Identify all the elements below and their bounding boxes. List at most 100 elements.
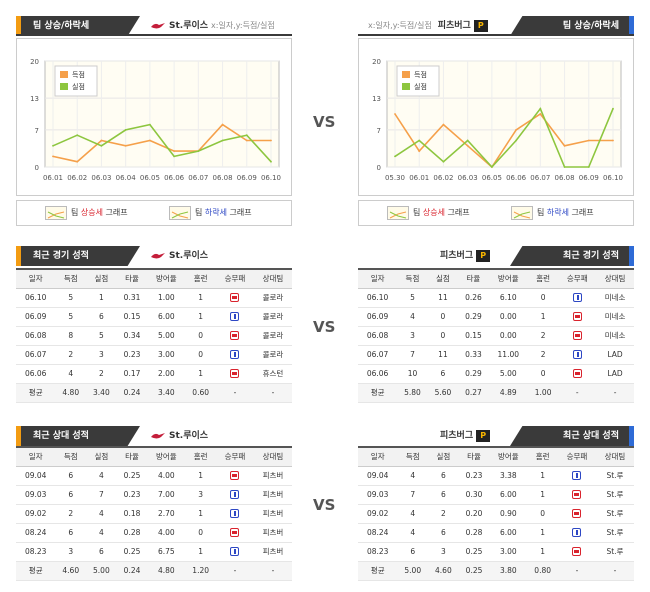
table-cell: 0.28 <box>116 523 148 543</box>
result-cell <box>215 542 254 562</box>
data-point <box>490 166 493 168</box>
table-cell: 0.15 <box>116 307 148 327</box>
column-header: 방어율 <box>488 268 528 289</box>
table-cell: 휴스턴 <box>253 364 292 384</box>
table-row: 06.09 5 6 0.15 6.00 1 콜로라 <box>16 307 292 327</box>
column-header: 타율 <box>458 268 489 289</box>
cardinals-logo-icon <box>151 432 165 438</box>
average-row: 평균 5.80 5.60 0.27 4.89 1.00- - <box>358 383 634 403</box>
table-cell: 5.00 <box>488 364 528 384</box>
table-cell: 0.18 <box>116 504 148 524</box>
column-header: 홈런 <box>185 446 216 467</box>
table-cell: 1 <box>527 307 559 327</box>
result-cell <box>558 326 597 346</box>
table-cell: St.루 <box>595 504 634 524</box>
legend-label: 득점 <box>72 71 85 79</box>
data-point <box>100 144 103 147</box>
data-point <box>76 134 79 137</box>
stl-trend-legend: 팀 상승세 그래프 팀 하락세 그래프 <box>16 200 292 226</box>
stl-team-name: St.루이스 <box>169 431 209 441</box>
table-cell: 0 <box>185 523 216 543</box>
table-row: 08.24 4 6 0.28 6.00 1 St.루 <box>358 523 634 543</box>
y-tick-label: 0 <box>35 164 39 172</box>
x-tick-label: 06.09 <box>237 174 257 182</box>
data-point <box>466 144 469 147</box>
y-tick-label: 7 <box>377 127 381 135</box>
pit-recent-table: 일자 득점 실점 타율 방어율 홈런 승무패 상대팀 06.10 5 11 0.26 6.10 0 미네소 0… <box>358 268 634 403</box>
table-cell: 0.23 <box>458 466 490 486</box>
data-point <box>466 139 469 142</box>
table-cell: 06.09 <box>16 307 56 327</box>
table-row: 08.24 6 4 0.28 4.00 0 피츠버 <box>16 523 292 543</box>
result-cell <box>557 485 596 505</box>
table-cell: 4 <box>86 466 117 486</box>
table-cell: 4.80 <box>147 561 186 581</box>
table-row: 06.06 4 2 0.17 2.00 1 휴스턴 <box>16 364 292 384</box>
legend-swatch <box>60 71 68 78</box>
table-cell: 미네소 <box>596 307 634 327</box>
series-line-score <box>394 112 613 169</box>
table-cell: 08.23 <box>358 542 398 562</box>
table-cell: - <box>215 383 254 403</box>
table-cell: 0.20 <box>458 504 490 524</box>
table-cell: 1 <box>185 504 216 524</box>
table-cell: 2.00 <box>147 364 186 384</box>
x-tick-label: 06.01 <box>43 174 63 182</box>
table-cell: 0 <box>527 364 559 384</box>
win-badge-icon <box>572 331 582 341</box>
fall-legend: 팀 하락세 그래프 <box>511 201 594 225</box>
table-cell: 0.30 <box>458 485 490 505</box>
column-header: 승무패 <box>558 268 597 289</box>
loss-badge-icon <box>572 471 582 481</box>
rise-graph-icon <box>387 205 409 220</box>
table-cell: 3.00 <box>489 542 528 562</box>
data-point <box>221 123 224 126</box>
table-cell: 7 <box>397 485 429 505</box>
y-tick-label: 0 <box>377 164 381 172</box>
table-cell: St.루 <box>595 523 634 543</box>
table-row: 06.06 10 6 0.29 5.00 0 LAD <box>358 364 634 384</box>
table-cell: 6 <box>55 466 87 486</box>
table-row: 06.08 8 5 0.34 5.00 0 콜로라 <box>16 326 292 346</box>
fall-legend: 팀 하락세 그래프 <box>169 201 252 225</box>
table-cell: 2.70 <box>147 504 186 524</box>
table-row: 06.08 3 0 0.15 0.00 2 미네소 <box>358 326 634 346</box>
y-tick-label: 13 <box>372 95 381 103</box>
loss-badge-icon <box>230 547 240 557</box>
table-cell: 미네소 <box>596 288 634 308</box>
rise-legend: 팀 상승세 그래프 <box>45 201 128 225</box>
table-row: 09.03 6 7 0.23 7.00 3 피츠버 <box>16 485 292 505</box>
table-cell: - <box>558 383 597 403</box>
pirates-logo-icon: P <box>476 249 491 262</box>
column-header: 방어율 <box>489 446 528 467</box>
x-tick-label: 06.05 <box>140 174 160 182</box>
table-cell: 5 <box>55 288 87 308</box>
table-cell: 1 <box>185 466 216 486</box>
table-cell: 3 <box>55 542 87 562</box>
data-point <box>148 123 151 126</box>
table-cell: St.루 <box>595 466 634 486</box>
column-header: 일자 <box>358 268 398 289</box>
table-row: 09.04 4 6 0.23 3.38 1 St.루 <box>358 466 634 486</box>
table-cell: 6 <box>55 523 87 543</box>
column-header: 상대팀 <box>253 268 292 289</box>
table-cell: 06.10 <box>16 288 56 308</box>
column-header: 홈런 <box>185 268 216 289</box>
table-cell: 2 <box>86 364 117 384</box>
data-point <box>515 139 518 142</box>
table-cell: 6.00 <box>147 307 186 327</box>
table-cell: 3 <box>185 485 216 505</box>
pit-trend-chart: 0 7 13 20 05.30 06.01 06.02 06.03 06.05 06.06 06.0… <box>358 38 634 196</box>
data-point <box>124 129 127 131</box>
loss-badge-icon <box>572 350 582 360</box>
x-tick-label: 06.08 <box>555 174 575 182</box>
table-cell: 2 <box>428 504 459 524</box>
result-cell <box>557 504 596 524</box>
table-cell: - <box>596 383 634 403</box>
table-row: 06.07 2 3 0.23 3.00 0 콜로라 <box>16 345 292 365</box>
stl-recent-table: 일자 득점 실점 타율 방어율 홈런 승무패 상대팀 06.10 5 1 0.31 1.00 1 콜로라 06… <box>16 268 292 403</box>
data-point <box>100 139 103 142</box>
table-cell: 5.00 <box>147 326 186 346</box>
data-point <box>539 113 542 115</box>
data-point <box>612 107 614 110</box>
